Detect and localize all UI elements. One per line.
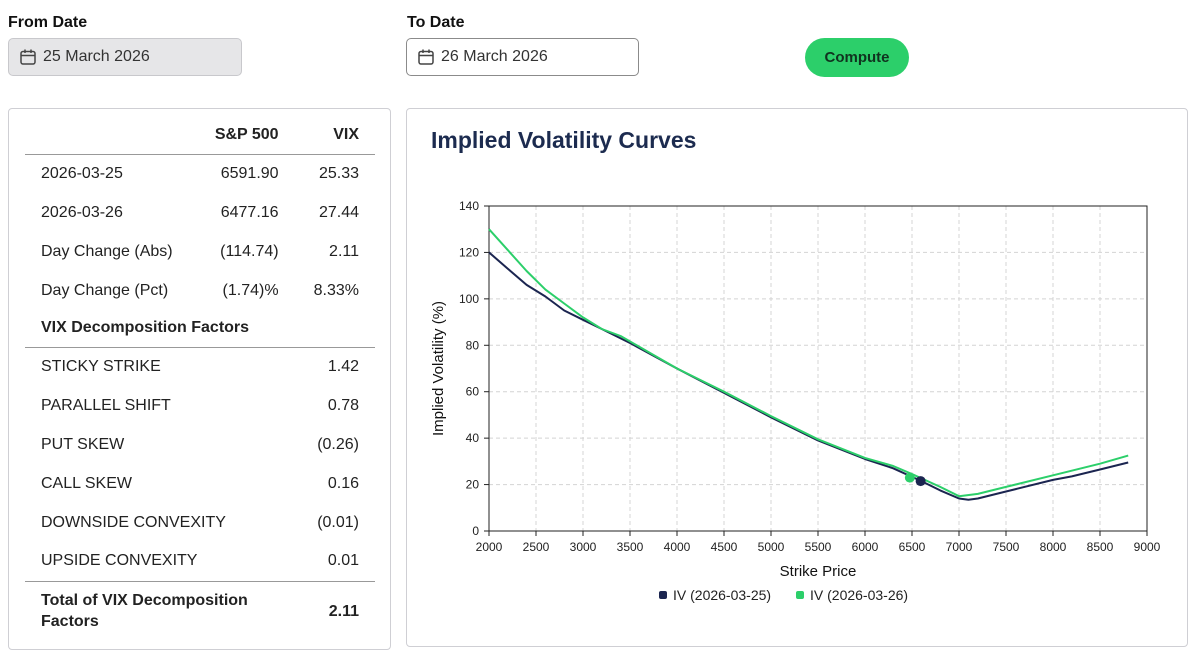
x-tick-label: 4000 <box>664 540 691 554</box>
series-line-2 <box>488 228 1129 498</box>
x-tick-label: 7000 <box>946 540 973 554</box>
legend-swatch-1 <box>659 591 667 599</box>
x-tick-label: 2500 <box>523 540 550 554</box>
table-header-row: S&P 500 VIX <box>25 117 375 155</box>
vix-value: 27.44 <box>318 203 359 221</box>
factor-label: CALL SKEW <box>41 474 132 492</box>
iv-chart: 2000 2500 3000 3500 4000 4500 5000 5500 6000 6500… <box>430 199 1161 603</box>
factors-section-header: VIX Decomposition Factors <box>25 310 375 348</box>
total-label-line1: Total of VIX Decomposition <box>41 592 248 610</box>
row-label: 2026-03-26 <box>41 203 123 221</box>
row-label: Day Change (Pct) <box>41 281 169 299</box>
legend-swatch-2 <box>796 591 804 599</box>
table-row: Day Change (Abs) (114.74) 2.11 <box>25 232 375 271</box>
calendar-icon <box>418 49 434 65</box>
series-marker-2 <box>904 472 915 483</box>
to-date-input[interactable]: 26 March 2026 <box>406 38 639 76</box>
factor-label: UPSIDE CONVEXITY <box>41 552 198 570</box>
x-tick-label: 5500 <box>805 540 832 554</box>
factor-label: DOWNSIDE CONVEXITY <box>41 513 226 531</box>
y-tick-label: 120 <box>459 245 479 259</box>
from-date-input[interactable]: 25 March 2026 <box>8 38 242 76</box>
to-date-label: To Date <box>407 14 465 31</box>
decomposition-table-panel: S&P 500 VIX 2026-03-25 6591.90 25.33 202… <box>8 108 391 650</box>
x-tick-label: 4500 <box>711 540 738 554</box>
row-label: 2026-03-25 <box>41 164 123 182</box>
legend-label-1: IV (2026-03-25) <box>673 587 771 603</box>
from-date-label: From Date <box>8 14 88 31</box>
x-tick-label: 5000 <box>758 540 785 554</box>
table-row: UPSIDE CONVEXITY 0.01 <box>25 542 375 581</box>
calendar-icon <box>20 49 36 65</box>
y-tick-label: 140 <box>459 199 479 213</box>
table-row: PUT SKEW (0.26) <box>25 425 375 464</box>
factors-header-label: VIX Decomposition Factors <box>25 310 375 348</box>
x-tick-label: 9000 <box>1134 540 1161 554</box>
total-row: Total of VIX Decomposition Factors 2.11 <box>25 580 375 637</box>
spx-value: 6591.90 <box>220 164 279 182</box>
spx-value: (114.74) <box>220 242 279 260</box>
y-tick-label: 60 <box>466 385 480 399</box>
x-tick-label: 8000 <box>1040 540 1067 554</box>
x-tick-label: 6000 <box>852 540 879 554</box>
factor-value: 0.16 <box>327 474 359 492</box>
row-label: Day Change (Abs) <box>41 242 173 260</box>
factor-label: PARALLEL SHIFT <box>41 396 171 414</box>
factor-value: (0.01) <box>317 513 359 531</box>
table-row: CALL SKEW 0.16 <box>25 464 375 503</box>
x-tick-label: 3500 <box>617 540 644 554</box>
x-tick-label: 3000 <box>570 540 597 554</box>
table-header-blank <box>25 117 196 155</box>
y-tick-label: 40 <box>466 431 480 445</box>
chart-panel: Implied Volatility Curves 2000 2500 3000 35… <box>406 108 1188 647</box>
factor-value: (0.26) <box>317 435 359 453</box>
x-tick-label: 8500 <box>1087 540 1114 554</box>
vix-value: 2.11 <box>329 242 359 260</box>
factor-label: STICKY STRIKE <box>41 357 161 375</box>
from-date-value: 25 March 2026 <box>43 48 150 65</box>
table-row: Day Change (Pct) (1.74)% 8.33% <box>25 271 375 310</box>
x-axis-label: Strike Price <box>780 563 857 580</box>
table-row: PARALLEL SHIFT 0.78 <box>25 386 375 425</box>
table-row: STICKY STRIKE 1.42 <box>25 347 375 386</box>
vix-value: 8.33% <box>313 281 359 299</box>
table-header-vix: VIX <box>294 117 375 155</box>
factor-value: 1.42 <box>327 357 359 375</box>
factor-value: 0.78 <box>327 396 359 414</box>
y-axis-label: Implied Volatility (%) <box>430 301 447 436</box>
to-date-value: 26 March 2026 <box>441 48 548 65</box>
y-tick-label: 100 <box>459 292 479 306</box>
y-tick-label: 0 <box>472 524 479 538</box>
total-label: Total of VIX Decomposition Factors <box>25 580 295 637</box>
series-line-1 <box>488 251 1129 501</box>
legend-label-2: IV (2026-03-26) <box>810 587 908 603</box>
compute-button[interactable]: Compute <box>805 38 909 77</box>
x-tick-label: 6500 <box>899 540 926 554</box>
table-row: DOWNSIDE CONVEXITY (0.01) <box>25 503 375 542</box>
spx-value: (1.74)% <box>222 281 279 299</box>
chart-title: Implied Volatility Curves <box>431 127 697 153</box>
spx-value: 6477.16 <box>220 203 279 221</box>
x-tick-label: 7500 <box>993 540 1020 554</box>
series-marker-1 <box>915 476 926 487</box>
table-row: 2026-03-26 6477.16 27.44 <box>25 193 375 232</box>
vix-value: 25.33 <box>318 164 359 182</box>
decomposition-table: S&P 500 VIX 2026-03-25 6591.90 25.33 202… <box>25 117 375 637</box>
table-header-spx: S&P 500 <box>195 117 295 155</box>
total-value: 2.11 <box>294 580 375 637</box>
y-tick-label: 80 <box>466 338 480 352</box>
y-tick-label: 20 <box>466 478 480 492</box>
x-tick-label: 2000 <box>476 540 503 554</box>
total-label-line2: Factors <box>41 613 99 631</box>
factor-label: PUT SKEW <box>41 435 125 453</box>
table-row: 2026-03-25 6591.90 25.33 <box>25 154 375 193</box>
factor-value: 0.01 <box>327 552 359 570</box>
